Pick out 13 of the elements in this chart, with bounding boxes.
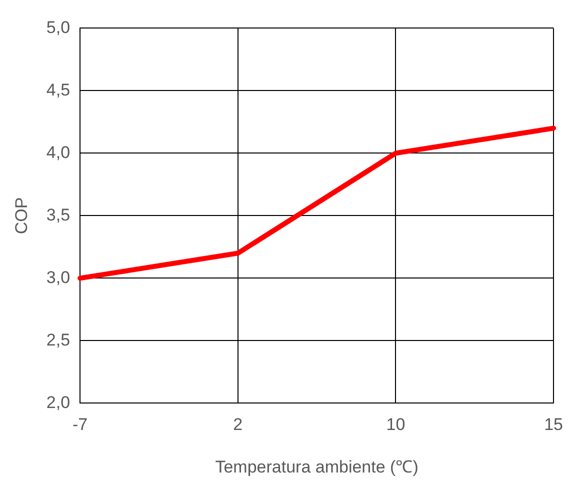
y-tick-label: 3,0 xyxy=(46,268,70,287)
x-tick-label: -7 xyxy=(72,415,88,434)
y-axis-title: COP xyxy=(12,197,31,234)
y-tick-label: 2,0 xyxy=(46,392,70,412)
y-tick-label: 4,0 xyxy=(46,142,70,162)
y-tick-label: 2,5 xyxy=(46,330,70,350)
x-tick-label: 2 xyxy=(233,415,243,434)
x-tick-label: 10 xyxy=(386,415,406,434)
y-tick-label: 3,5 xyxy=(46,205,70,224)
y-tick-label: 4,5 xyxy=(46,80,70,100)
y-tick-label: 5,0 xyxy=(46,18,70,37)
x-tick-label: 15 xyxy=(544,415,564,434)
x-axis-title: Temperatura ambiente (℃) xyxy=(215,457,418,476)
